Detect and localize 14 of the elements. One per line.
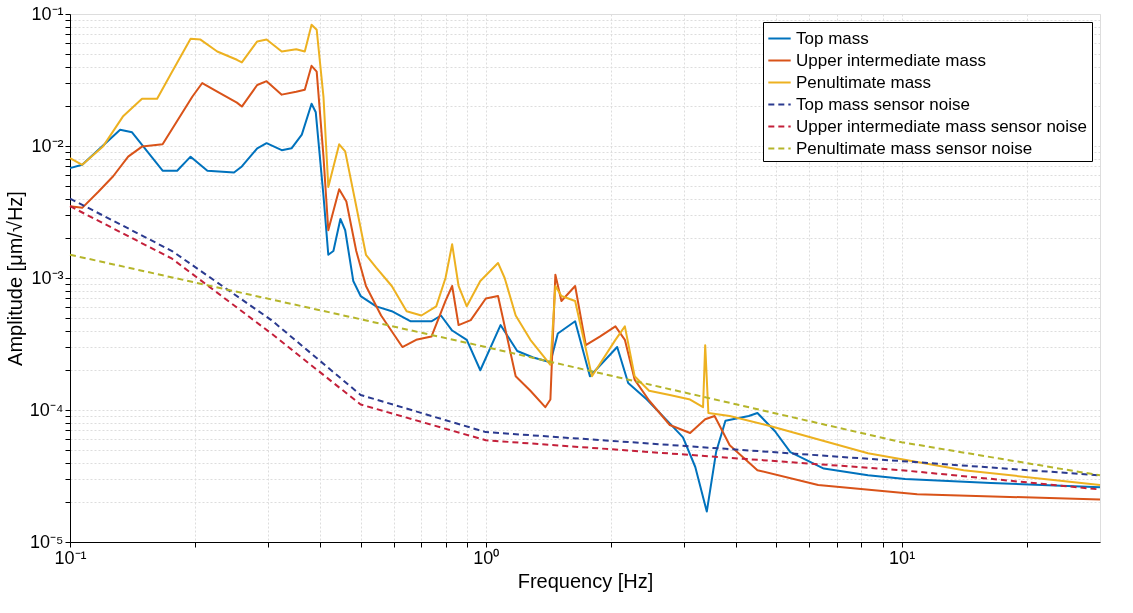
y-tick-label: 10⁻³ [31,267,64,288]
legend-label: Penultimate mass [796,72,932,92]
y-axis-title: Amplitude [μm/√Hz] [3,191,26,366]
y-tick-label: 10⁻¹ [31,3,64,24]
x-tick-label: 10⁰ [473,547,500,568]
legend-label: Top mass [796,28,869,48]
x-tick-label: 10¹ [889,547,916,568]
x-axis-title: Frequency [Hz] [517,569,654,592]
legend-label: Penultimate mass sensor noise [796,138,1033,158]
legend-label: Upper intermediate mass [796,50,986,70]
y-tick-label: 10⁻² [31,135,64,156]
legend-label: Upper intermediate mass sensor noise [796,116,1088,136]
legend-label: Top mass sensor noise [796,94,970,114]
y-tick-label: 10⁻⁴ [29,399,64,420]
